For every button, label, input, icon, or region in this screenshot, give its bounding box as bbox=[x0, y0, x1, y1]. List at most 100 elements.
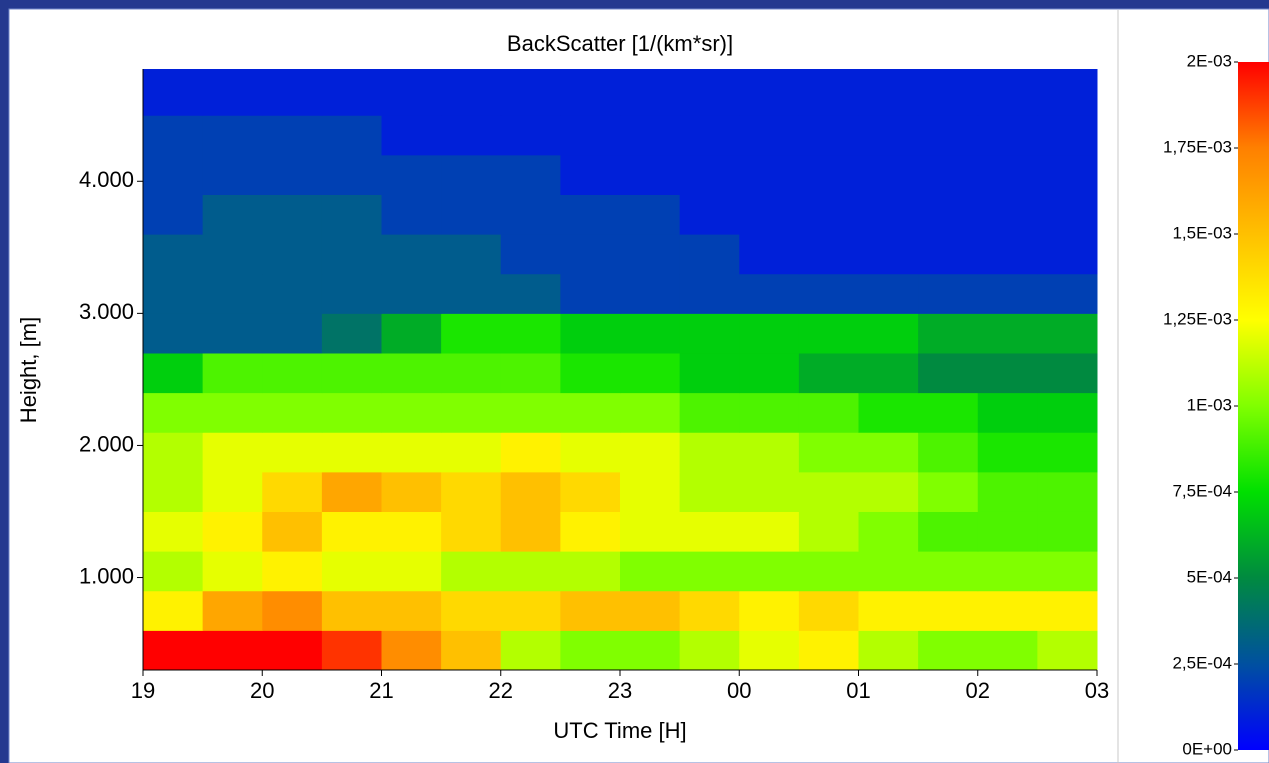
heat-cell bbox=[977, 313, 1038, 354]
heat-cell bbox=[1037, 69, 1098, 116]
heat-cell bbox=[977, 352, 1038, 394]
y-axis-label: Height, [m] bbox=[16, 317, 41, 423]
heat-cell bbox=[441, 432, 502, 473]
heat-cell bbox=[321, 194, 382, 235]
heat-cell bbox=[560, 392, 621, 433]
heat-cell bbox=[918, 154, 979, 195]
heatmap bbox=[143, 69, 1098, 671]
heat-cell bbox=[202, 432, 263, 473]
heat-cell bbox=[381, 432, 442, 473]
heat-cell bbox=[918, 511, 979, 552]
heat-cell bbox=[798, 194, 859, 235]
heat-cell bbox=[1037, 392, 1098, 433]
heat-cell bbox=[798, 115, 859, 156]
heat-cell bbox=[679, 471, 740, 512]
heat-cell bbox=[381, 273, 442, 314]
heat-cell bbox=[560, 234, 621, 275]
heat-cell bbox=[679, 234, 740, 275]
heat-cell bbox=[798, 234, 859, 275]
heat-cell bbox=[977, 432, 1038, 473]
heat-cell bbox=[1037, 432, 1098, 473]
heat-cell bbox=[1037, 154, 1098, 195]
heat-cell bbox=[977, 511, 1038, 552]
heat-cell bbox=[143, 115, 204, 156]
heat-cell bbox=[679, 194, 740, 235]
x-tick-label: 03 bbox=[1085, 678, 1109, 703]
heat-cell bbox=[441, 69, 502, 116]
heat-cell bbox=[560, 432, 621, 473]
heat-cell bbox=[858, 630, 919, 671]
heat-cell bbox=[977, 194, 1038, 235]
heat-cell bbox=[620, 551, 681, 592]
heat-cell bbox=[679, 630, 740, 671]
heat-cell bbox=[679, 432, 740, 473]
heat-cell bbox=[262, 313, 323, 354]
heat-cell bbox=[918, 630, 979, 671]
heat-cell bbox=[500, 352, 561, 394]
heat-cell bbox=[858, 194, 919, 235]
heat-cell bbox=[1037, 590, 1098, 631]
heat-cell bbox=[262, 352, 323, 394]
heat-cell bbox=[918, 69, 979, 116]
heat-cell bbox=[500, 115, 561, 156]
heat-cell bbox=[500, 511, 561, 552]
heat-cell bbox=[918, 432, 979, 473]
heat-cell bbox=[977, 471, 1038, 512]
heat-cell bbox=[441, 154, 502, 195]
heat-cell bbox=[739, 551, 800, 592]
heat-cell bbox=[739, 194, 800, 235]
heat-cell bbox=[679, 352, 740, 394]
heat-cell bbox=[202, 630, 263, 671]
heat-cell bbox=[321, 551, 382, 592]
heat-cell bbox=[321, 630, 382, 671]
heat-cell bbox=[679, 511, 740, 552]
heat-cell bbox=[858, 432, 919, 473]
heat-cell bbox=[620, 115, 681, 156]
heat-cell bbox=[560, 511, 621, 552]
heat-cell bbox=[262, 234, 323, 275]
y-tick-label: 2.000 bbox=[79, 431, 134, 456]
heat-cell bbox=[202, 69, 263, 116]
heat-cell bbox=[321, 313, 382, 354]
heat-cell bbox=[798, 273, 859, 314]
heat-cell bbox=[202, 313, 263, 354]
heat-cell bbox=[202, 511, 263, 552]
heat-cell bbox=[1037, 511, 1098, 552]
heat-cell bbox=[918, 194, 979, 235]
colorbar-tick-label: 1,75E-03 bbox=[1163, 137, 1232, 156]
heat-cell bbox=[202, 590, 263, 631]
heat-cell bbox=[500, 432, 561, 473]
heat-cell bbox=[858, 352, 919, 394]
heat-cell bbox=[858, 590, 919, 631]
heat-cell bbox=[858, 154, 919, 195]
heat-cell bbox=[858, 511, 919, 552]
heat-cell bbox=[620, 392, 681, 433]
heat-cell bbox=[1037, 630, 1098, 671]
heat-cell bbox=[500, 194, 561, 235]
heat-cell bbox=[262, 551, 323, 592]
heat-cell bbox=[560, 471, 621, 512]
heat-cell bbox=[143, 471, 204, 512]
colorbar bbox=[1238, 62, 1269, 750]
x-tick-label: 23 bbox=[608, 678, 632, 703]
heat-cell bbox=[321, 471, 382, 512]
heat-cell bbox=[977, 392, 1038, 433]
heat-cell bbox=[918, 115, 979, 156]
heat-cell bbox=[202, 352, 263, 394]
heat-cell bbox=[321, 115, 382, 156]
heat-cell bbox=[381, 392, 442, 433]
heat-cell bbox=[321, 432, 382, 473]
heat-cell bbox=[1037, 551, 1098, 592]
heat-cell bbox=[500, 273, 561, 314]
heat-cell bbox=[262, 511, 323, 552]
heat-cell bbox=[262, 432, 323, 473]
heat-cell bbox=[202, 115, 263, 156]
heat-cell bbox=[679, 273, 740, 314]
heat-cell bbox=[739, 234, 800, 275]
heat-cell bbox=[1037, 313, 1098, 354]
heat-cell bbox=[1037, 471, 1098, 512]
heat-cell bbox=[1037, 273, 1098, 314]
heat-cell bbox=[381, 511, 442, 552]
heat-cell bbox=[262, 69, 323, 116]
heat-cell bbox=[202, 194, 263, 235]
